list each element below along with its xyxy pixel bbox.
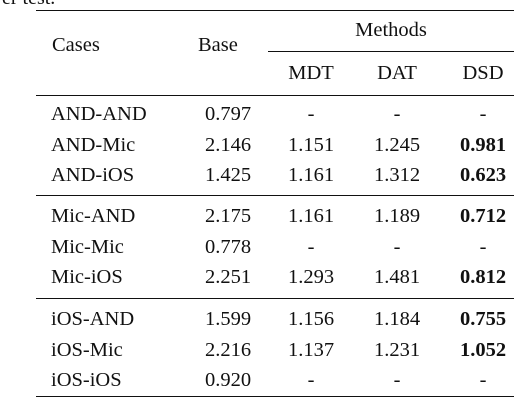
dsd-cell: 0.755 [459, 308, 507, 330]
case-cell: Mic-AND [51, 205, 136, 227]
base-cell: 1.599 [204, 308, 252, 330]
header-mdt: MDT [288, 62, 334, 84]
mdt-cell: 1.161 [287, 205, 335, 227]
dsd-cell: - [479, 235, 487, 258]
case-cell: Mic-Mic [51, 235, 124, 258]
dsd-cell: 1.052 [459, 338, 507, 361]
base-cell: 1.425 [204, 164, 252, 186]
dat-cell: 1.312 [373, 164, 421, 186]
mdt-cell: 1.151 [287, 133, 335, 156]
base-cell: 2.175 [204, 205, 252, 227]
case-cell: iOS-Mic [51, 338, 123, 361]
mdt-cell: - [307, 369, 315, 391]
mdt-cell: 1.293 [287, 266, 335, 288]
dat-cell: - [393, 369, 401, 391]
dat-cell: 1.245 [373, 133, 421, 156]
case-cell: iOS-iOS [51, 369, 122, 391]
dsd-cell: 0.812 [459, 266, 507, 288]
mdt-cell: 1.137 [287, 338, 335, 361]
header-cases: Cases [52, 34, 100, 56]
base-cell: 2.251 [204, 266, 252, 288]
mdt-cell: - [307, 235, 315, 258]
mdt-cell: 1.156 [287, 308, 335, 330]
base-cell: 0.778 [204, 235, 252, 258]
case-cell: AND-iOS [51, 164, 135, 186]
dat-cell: 1.231 [373, 338, 421, 361]
header-dat: DAT [377, 62, 417, 84]
case-cell: iOS-AND [51, 308, 135, 330]
dsd-cell: - [479, 103, 487, 125]
header-rule [36, 95, 514, 97]
mdt-cell: 1.161 [287, 164, 335, 186]
header-base: Base [198, 34, 238, 56]
dat-cell: 1.184 [373, 308, 421, 330]
mdt-cell: - [307, 103, 315, 125]
base-cell: 0.920 [204, 369, 252, 391]
base-cell: 2.146 [204, 133, 252, 156]
dat-cell: - [393, 103, 401, 125]
dsd-cell: 0.623 [459, 164, 507, 186]
case-cell: Mic-iOS [51, 266, 123, 288]
dat-cell: - [393, 235, 401, 258]
case-cell: AND-Mic [51, 133, 136, 156]
group-rule-2 [36, 298, 514, 300]
bottom-rule [36, 396, 514, 398]
dsd-cell: - [479, 369, 487, 391]
dat-cell: 1.481 [373, 266, 421, 288]
top-rule [36, 10, 514, 12]
group-rule-1 [36, 195, 514, 197]
dsd-cell: 0.981 [459, 133, 507, 156]
case-cell: AND-AND [51, 103, 147, 125]
base-cell: 2.216 [204, 338, 252, 361]
header-dsd: DSD [462, 62, 504, 84]
methods-rule [268, 51, 514, 53]
dsd-cell: 0.712 [459, 205, 507, 227]
base-cell: 0.797 [204, 103, 252, 125]
caption-fragment: er test. [2, 0, 55, 8]
dat-cell: 1.189 [373, 205, 421, 227]
header-methods: Methods [355, 19, 427, 41]
